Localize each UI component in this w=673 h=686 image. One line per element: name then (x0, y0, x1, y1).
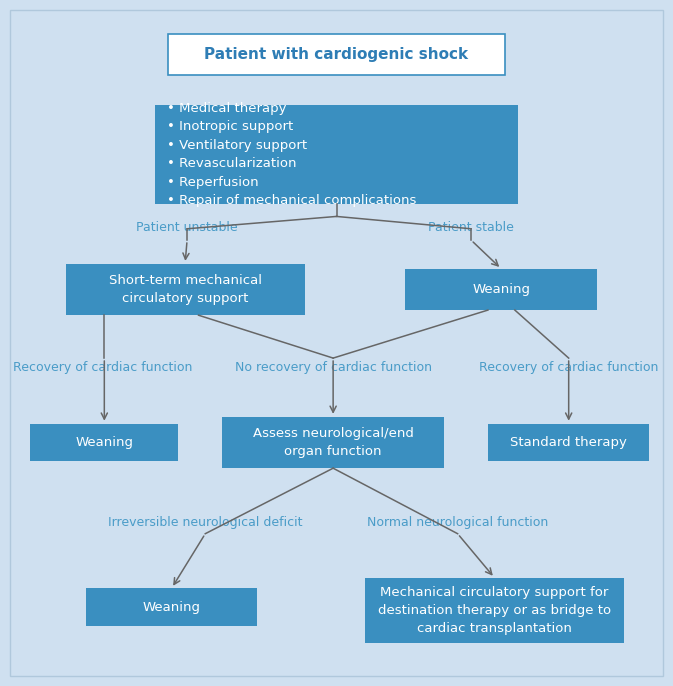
Text: Patient unstable: Patient unstable (136, 222, 238, 234)
Text: Short-term mechanical
circulatory support: Short-term mechanical circulatory suppor… (108, 274, 262, 305)
Text: • Medical therapy
• Inotropic support
• Ventilatory support
• Revascularization
: • Medical therapy • Inotropic support • … (167, 102, 417, 207)
Text: Assess neurological/end
organ function: Assess neurological/end organ function (252, 427, 414, 458)
FancyBboxPatch shape (155, 105, 518, 204)
FancyBboxPatch shape (30, 424, 178, 462)
Text: Patient stable: Patient stable (428, 222, 514, 234)
Text: Patient with cardiogenic shock: Patient with cardiogenic shock (205, 47, 468, 62)
Text: Standard therapy: Standard therapy (510, 436, 627, 449)
Text: Weaning: Weaning (472, 283, 530, 296)
FancyBboxPatch shape (66, 264, 304, 316)
Text: Weaning: Weaning (75, 436, 133, 449)
FancyBboxPatch shape (168, 34, 505, 75)
FancyBboxPatch shape (405, 269, 598, 310)
Text: Irreversible neurological deficit: Irreversible neurological deficit (108, 517, 303, 529)
FancyBboxPatch shape (222, 417, 444, 468)
Text: Recovery of cardiac function: Recovery of cardiac function (13, 361, 192, 373)
FancyBboxPatch shape (86, 588, 257, 626)
Text: Mechanical circulatory support for
destination therapy or as bridge to
cardiac t: Mechanical circulatory support for desti… (378, 586, 611, 635)
Text: Recovery of cardiac function: Recovery of cardiac function (479, 361, 658, 373)
FancyBboxPatch shape (488, 424, 649, 462)
Text: No recovery of cardiac function: No recovery of cardiac function (235, 361, 431, 373)
FancyBboxPatch shape (365, 578, 624, 643)
Text: Weaning: Weaning (143, 601, 201, 613)
FancyBboxPatch shape (10, 10, 663, 676)
Text: Normal neurological function: Normal neurological function (367, 517, 548, 529)
